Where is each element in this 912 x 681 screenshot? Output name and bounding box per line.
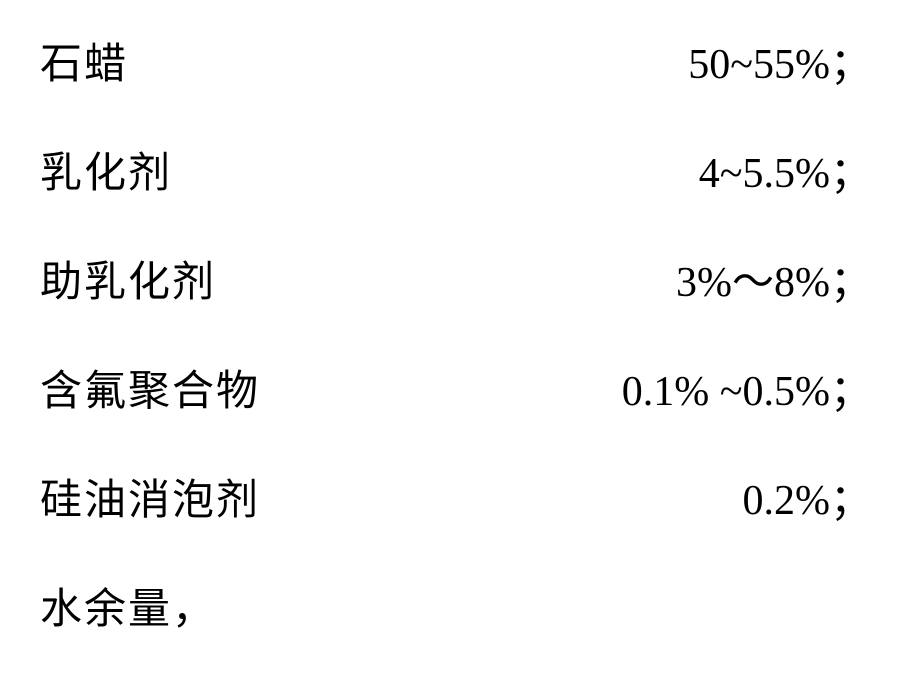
table-row: 硅油消泡剂 0.2%； (40, 466, 872, 527)
table-row: 石蜡 50~55%； (40, 30, 872, 91)
ingredient-label: 硅油消泡剂 (40, 466, 260, 527)
ingredient-value: 4~5.5%； (699, 139, 872, 200)
table-row: 助乳化剂 3%～8%； (40, 248, 872, 309)
ingredient-value: 3%～8%； (676, 248, 872, 309)
ingredient-label: 含氟聚合物 (40, 357, 260, 418)
ingredient-label: 水余量， (40, 575, 216, 636)
table-row: 水余量， (40, 575, 872, 636)
composition-table: 石蜡 50~55%； 乳化剂 4~5.5%； 助乳化剂 3%～8%； 含氟聚合物… (40, 30, 872, 636)
ingredient-label: 石蜡 (40, 30, 128, 91)
ingredient-label: 乳化剂 (40, 139, 172, 200)
ingredient-value: 0.1% ~0.5%； (622, 357, 872, 418)
ingredient-label: 助乳化剂 (40, 248, 216, 309)
ingredient-value: 0.2%； (743, 466, 873, 527)
table-row: 含氟聚合物 0.1% ~0.5%； (40, 357, 872, 418)
table-row: 乳化剂 4~5.5%； (40, 139, 872, 200)
ingredient-value: 50~55%； (688, 30, 872, 91)
